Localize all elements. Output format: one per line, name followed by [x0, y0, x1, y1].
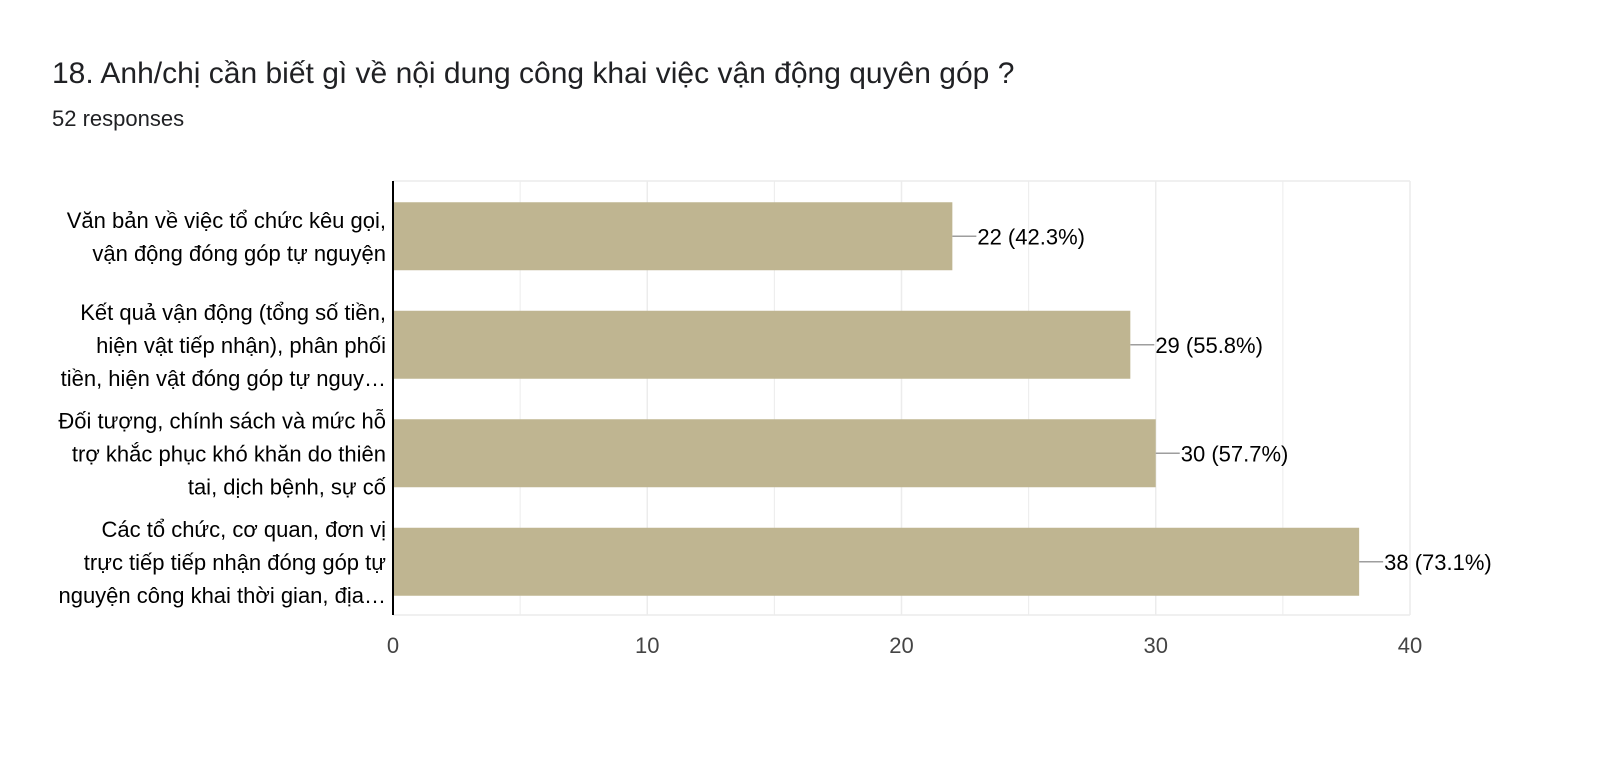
data-label: 38 (73.1%) — [1384, 550, 1492, 575]
bar — [393, 202, 953, 271]
x-tick-label: 30 — [1144, 633, 1168, 658]
category-label-line: hiện vật tiếp nhận), phân phối — [96, 333, 386, 358]
category-label-line: tiền, hiện vật đóng góp tự nguy… — [61, 366, 386, 391]
category-label: Kết quả vận động (tổng số tiền, hiện vật … — [61, 300, 386, 391]
category-label-line: vận động đóng góp tự nguyện — [92, 241, 386, 266]
x-tick-label: 10 — [635, 633, 659, 658]
category-label-line: Văn bản về việc tổ chức kêu gọi, — [67, 208, 386, 233]
data-label: 30 (57.7%) — [1181, 441, 1289, 466]
response-count: 52 responses — [52, 106, 185, 131]
x-tick-label: 20 — [889, 633, 913, 658]
category-label-line: Các tổ chức, cơ quan, đơn vị — [102, 517, 387, 542]
category-label-line: nguyện công khai thời gian, địa… — [58, 583, 386, 608]
category-label-line: trợ khắc phục khó khăn do thiên — [72, 441, 386, 466]
bar — [393, 419, 1156, 488]
bar — [393, 527, 1360, 596]
category-label-line: Kết quả vận động (tổng số tiền, — [80, 300, 386, 325]
category-label: Đối tượng, chính sách và mức hỗ trợ khắc … — [58, 408, 386, 499]
bar — [393, 310, 1131, 379]
data-label: 22 (42.3%) — [977, 224, 1085, 249]
question-title: 18. Anh/chị cần biết gì về nội dung công… — [52, 57, 1015, 90]
data-label: 29 (55.8%) — [1155, 333, 1263, 358]
category-label-line: tai, dịch bệnh, sự cố — [188, 474, 386, 499]
category-label: Các tổ chức, cơ quan, đơn vị trực tiếp ti… — [58, 517, 386, 608]
x-tick-label: 40 — [1398, 633, 1422, 658]
category-label-line: Đối tượng, chính sách và mức hỗ — [58, 408, 386, 433]
category-label-line: trực tiếp tiếp nhận đóng góp tự — [84, 550, 386, 575]
category-label: Văn bản về việc tổ chức kêu gọi, vận động… — [67, 208, 386, 266]
x-tick-label: 0 — [387, 633, 399, 658]
